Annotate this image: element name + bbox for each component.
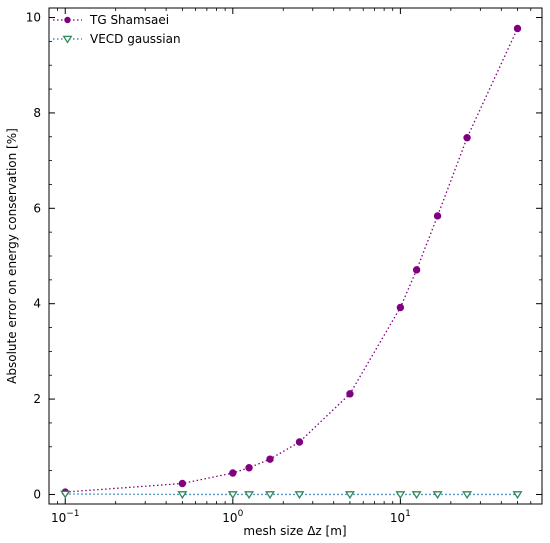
data-point (346, 390, 354, 398)
y-tick-label: 8 (33, 106, 41, 120)
data-point (60, 490, 71, 499)
legend: TG Shamsaei VECD gaussian (53, 13, 181, 46)
x-axis-label: mesh size Δz [m] (243, 524, 346, 538)
y-tick-label: 10 (26, 11, 41, 25)
data-point (396, 303, 405, 312)
axis-ticks: 0 2 4 6 8 10 10−1 100 101 (26, 8, 542, 525)
legend-label: VECD gaussian (90, 32, 181, 46)
y-axis-label: Absolute error on energy conservation [%… (5, 128, 19, 384)
data-point (295, 438, 304, 446)
plot-frame (48, 7, 543, 505)
x-tick-label: 101 (390, 509, 411, 525)
data-point (245, 464, 253, 472)
data-point (395, 491, 406, 500)
data-point (227, 491, 238, 500)
series-line (65, 28, 519, 493)
data-point (512, 491, 523, 500)
series-2 (60, 490, 523, 500)
data-point (177, 491, 188, 500)
data-point (344, 491, 355, 500)
data-point (432, 491, 443, 500)
legend-marker (64, 16, 71, 24)
y-tick-label: 0 (33, 487, 41, 501)
y-tick-label: 4 (33, 297, 41, 311)
y-tick-label: 2 (33, 392, 41, 406)
x-tick-label: 100 (222, 509, 243, 525)
data-point (178, 479, 187, 488)
series-layer (60, 24, 523, 500)
data-point (462, 491, 473, 500)
legend-item: TG Shamsaei (53, 13, 169, 27)
data-point (433, 212, 442, 220)
data-point (229, 469, 237, 477)
data-point (411, 491, 422, 500)
x-tick-label: 10−1 (51, 509, 80, 525)
data-point (266, 455, 274, 463)
data-point (513, 24, 522, 33)
legend-item: VECD gaussian (53, 32, 181, 46)
series-1 (61, 24, 522, 496)
legend-label: TG Shamsaei (89, 13, 169, 27)
data-point (463, 134, 471, 142)
legend-marker (62, 35, 73, 44)
data-point (412, 266, 421, 274)
data-point (244, 491, 255, 500)
y-tick-label: 6 (33, 201, 41, 215)
data-point (294, 491, 305, 500)
data-point (265, 491, 275, 500)
